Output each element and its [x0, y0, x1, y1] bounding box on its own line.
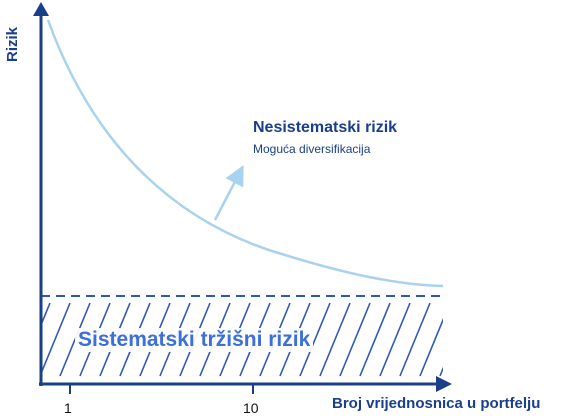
hatch-line — [41, 302, 51, 328]
unsystematic-risk-title: Nesistematski rizik — [253, 119, 398, 136]
hatch-line — [399, 302, 431, 377]
y-axis-arrow — [33, 2, 49, 16]
hatch-line — [319, 302, 351, 377]
hatch-line — [460, 303, 490, 376]
unsystematic-risk-subtitle: Moguća diversifikacija — [253, 142, 371, 156]
hatch-line — [419, 317, 443, 377]
hatch-line — [439, 366, 443, 377]
systematic-risk-label: Sistematski tržišni rizik — [75, 328, 314, 352]
x-tick-label-10: 10 — [243, 400, 259, 416]
x-axis-arrow — [436, 376, 452, 392]
hatch-line — [359, 302, 391, 377]
hatch-line — [339, 302, 371, 377]
x-tick-label-1: 1 — [64, 400, 72, 416]
hatch-line — [299, 302, 331, 377]
diversification-arrow — [213, 165, 244, 221]
x-axis-label: Broj vrijednosnica u portfelju — [332, 395, 541, 412]
total-risk-curve — [46, 19, 444, 288]
hatch-line — [41, 302, 71, 376]
hatch-line — [379, 302, 411, 377]
y-axis-label: Rizik — [4, 26, 21, 62]
